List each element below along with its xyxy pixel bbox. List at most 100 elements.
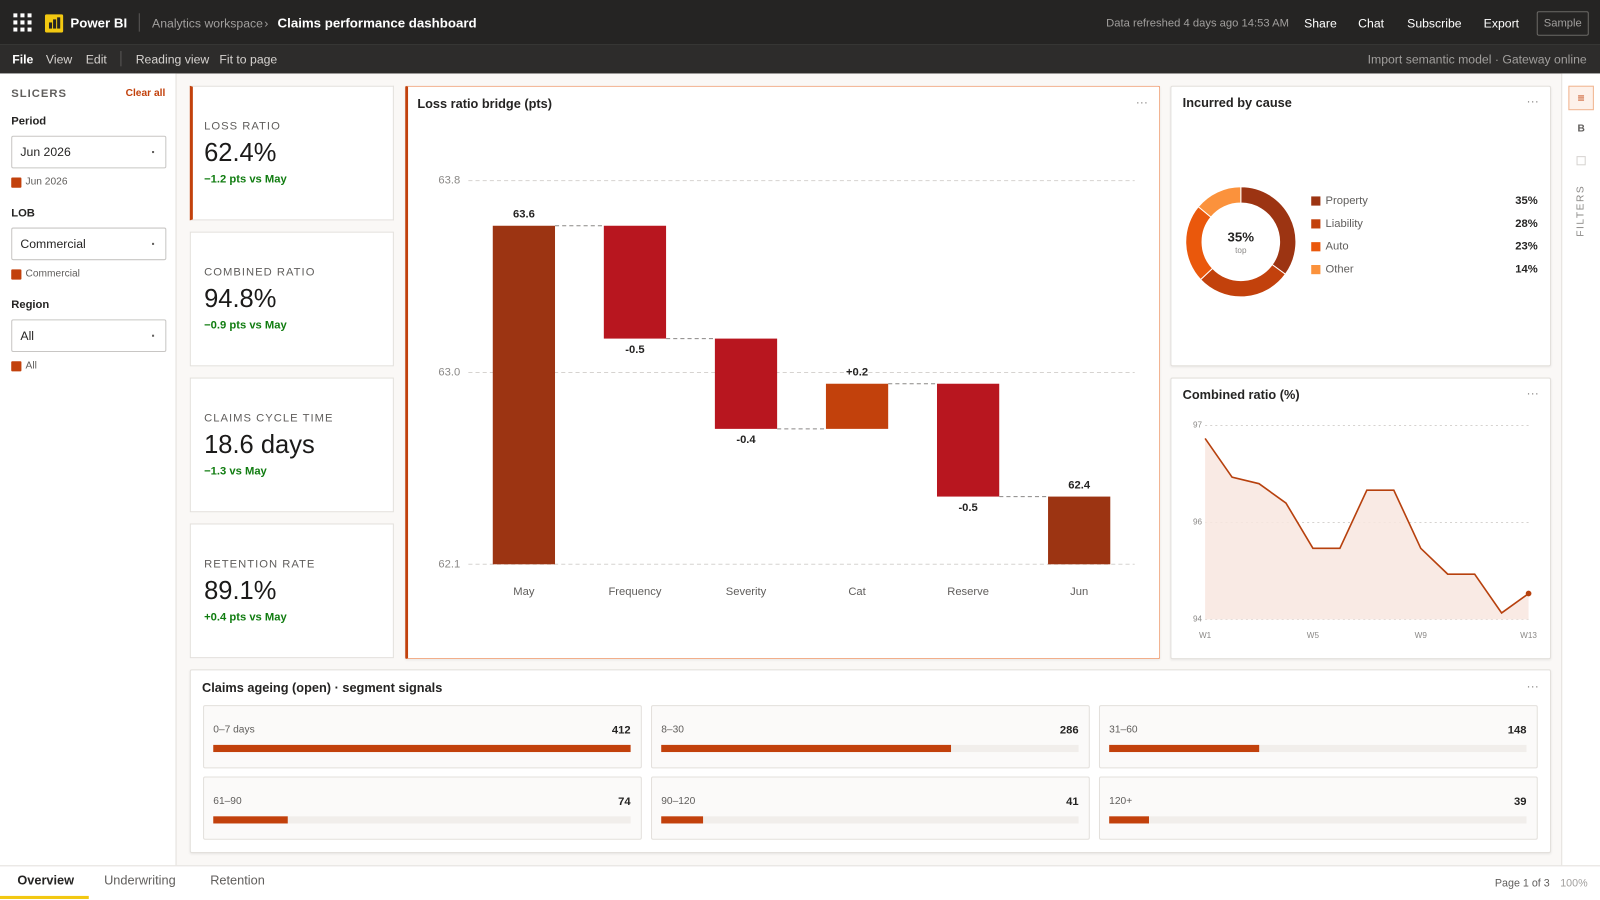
menu-item[interactable]: View	[45, 52, 73, 67]
ageing-track	[213, 816, 631, 824]
ageing-tile	[203, 705, 642, 769]
model-status: Import semantic model · Gateway online	[1367, 52, 1587, 67]
header-action[interactable]: Subscribe	[1407, 16, 1462, 31]
ageing-tile	[1098, 705, 1538, 769]
refresh-status: Data refreshed 4 days ago 14:53 AM	[1106, 17, 1289, 30]
kpi-label: COMBINED RATIO	[204, 266, 316, 279]
ageing-value: 286	[1059, 724, 1079, 737]
kpi-delta: −0.9 pts vs May	[204, 319, 287, 332]
breadcrumb-workspace[interactable]: Analytics workspace	[152, 16, 263, 31]
dropdown-caret	[152, 151, 155, 154]
ageing-bar	[661, 744, 951, 753]
more-options[interactable]: ···	[1526, 93, 1539, 109]
ageing-label: 31–60	[1109, 724, 1138, 736]
ageing-label: 8–30	[661, 724, 684, 736]
ageing-bar	[213, 744, 631, 753]
app-launcher[interactable]	[13, 13, 32, 32]
dropdown-caret	[152, 242, 155, 245]
more-options[interactable]: ···	[1135, 94, 1148, 110]
donut-panel	[1170, 85, 1552, 367]
ageing-tile	[651, 705, 1090, 769]
right-rail	[1561, 73, 1600, 866]
ageing-label: 0–7 days	[213, 724, 255, 736]
page-indicator: Page 1 of 3	[1494, 877, 1550, 890]
rail-square[interactable]	[1576, 156, 1586, 166]
panel-title: Combined ratio (%)	[1182, 387, 1300, 403]
kpi-label: LOSS RATIO	[204, 120, 281, 133]
kpi-value: 89.1%	[204, 576, 277, 606]
filters-toggle[interactable]: ≡	[1568, 85, 1594, 111]
ageing-value: 412	[611, 724, 631, 737]
ageing-track	[1109, 744, 1527, 753]
kpi-card[interactable]	[189, 85, 394, 221]
kpi-label: RETENTION RATE	[204, 558, 316, 571]
waterfall-panel	[405, 85, 1161, 660]
ageing-value: 41	[1066, 795, 1079, 809]
divider	[138, 13, 140, 32]
sample-badge[interactable]: Sample	[1536, 11, 1589, 36]
ageing-track	[1109, 816, 1527, 824]
kpi-value: 62.4%	[204, 138, 277, 168]
page-tab[interactable]: Retention	[210, 873, 265, 888]
report-name: Claims performance dashboard	[277, 15, 477, 31]
ageing-value: 74	[618, 795, 631, 809]
menu-item[interactable]: Fit to page	[219, 52, 278, 67]
filters-label[interactable]: FILTERS	[1575, 184, 1587, 237]
divider	[120, 51, 122, 67]
ageing-tile	[203, 776, 642, 840]
chip-label: Jun 2026	[25, 176, 68, 188]
slicer-label: Period	[11, 115, 47, 128]
more-options[interactable]: ···	[1526, 385, 1539, 401]
line-panel	[1170, 377, 1552, 660]
dropdown-caret	[152, 334, 155, 337]
ageing-label: 61–90	[213, 795, 242, 808]
clear-all[interactable]: Clear all	[125, 87, 166, 99]
chip-label: All	[25, 360, 37, 372]
kpi-card[interactable]	[189, 377, 394, 513]
kpi-card[interactable]	[189, 523, 394, 659]
ageing-value: 39	[1514, 795, 1527, 809]
kpi-label: CLAIMS CYCLE TIME	[204, 412, 334, 425]
panel-title: Incurred by cause	[1182, 95, 1292, 111]
menu-item[interactable]: Edit	[85, 52, 107, 67]
header-action[interactable]: Export	[1483, 16, 1520, 31]
header-action[interactable]: Share	[1304, 16, 1337, 31]
ageing-bar	[1109, 744, 1260, 753]
zoom-level[interactable]: 100%	[1560, 877, 1588, 890]
slicer-dropdown[interactable]	[11, 227, 167, 261]
ageing-bar	[661, 816, 703, 824]
page-tab[interactable]: Underwriting	[104, 873, 176, 888]
ageing-label: 120+	[1109, 795, 1133, 808]
tab-bar	[0, 865, 1600, 900]
more-options[interactable]: ···	[1526, 678, 1539, 693]
slicer-dropdown[interactable]	[11, 135, 167, 169]
header-action[interactable]: Chat	[1358, 16, 1385, 31]
top-bar	[0, 0, 1600, 45]
slicer-label: Region	[11, 298, 50, 312]
slicer-value: Commercial	[20, 236, 86, 252]
page-tab[interactable]: Overview	[17, 873, 75, 888]
menu-bar	[0, 44, 1600, 74]
menu-item[interactable]: File	[12, 52, 34, 67]
app-name: Power BI	[70, 15, 128, 31]
kpi-delta: +0.4 pts vs May	[204, 611, 287, 624]
chip-swatch	[11, 177, 22, 188]
slicer-pane	[0, 73, 177, 866]
kpi-value: 18.6 days	[204, 430, 315, 460]
ageing-tile	[651, 776, 1090, 840]
ageing-track	[661, 816, 1079, 824]
slicers-title: SLICERS	[11, 87, 68, 101]
menu-item[interactable]: Reading view	[135, 52, 210, 67]
panel-title: Loss ratio bridge (pts)	[417, 96, 552, 112]
slicer-dropdown[interactable]	[11, 319, 167, 353]
kpi-delta: −1.3 vs May	[204, 465, 267, 478]
kpi-card[interactable]	[189, 231, 394, 367]
slicer-value: All	[20, 328, 35, 343]
ageing-tile	[1098, 776, 1538, 840]
chip-swatch	[11, 269, 22, 280]
logo	[44, 14, 64, 33]
chip-swatch	[11, 361, 22, 372]
kpi-value: 94.8%	[204, 284, 277, 314]
rail-icon[interactable]: B	[1577, 123, 1585, 135]
